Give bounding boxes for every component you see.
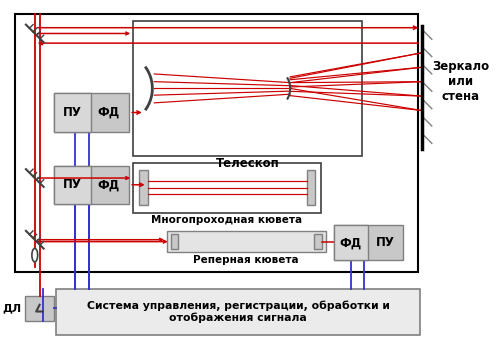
Text: ФД: ФД [340,236,362,249]
Bar [314,234,322,250]
Text: Реперная кювета: Реперная кювета [194,255,299,265]
Bar [133,21,362,156]
Bar [54,93,129,132]
Text: ФД: ФД [98,106,120,119]
Bar [54,165,129,204]
Text: ПУ: ПУ [63,106,82,119]
Text: ФД: ФД [98,178,120,191]
Text: Зеркало
или
стена: Зеркало или стена [432,60,489,103]
Bar [25,296,54,321]
Bar [54,165,90,204]
Bar [170,234,178,250]
Bar [54,93,90,132]
Bar [334,225,403,260]
Bar [16,14,418,272]
Text: ДЛ: ДЛ [2,303,21,313]
Text: ПУ: ПУ [376,236,395,249]
Ellipse shape [32,248,38,262]
Text: ПУ: ПУ [63,178,82,191]
Bar [334,225,368,260]
Text: Телескоп: Телескоп [216,157,280,170]
Text: Система управления, регистрации, обработки и
отображения сигнала: Система управления, регистрации, обработ… [86,301,390,323]
Text: Многопроходная кювета: Многопроходная кювета [152,216,302,226]
Bar [167,231,326,252]
Bar [306,170,315,205]
Bar [139,170,147,205]
Bar [133,163,321,213]
Bar [56,289,420,335]
